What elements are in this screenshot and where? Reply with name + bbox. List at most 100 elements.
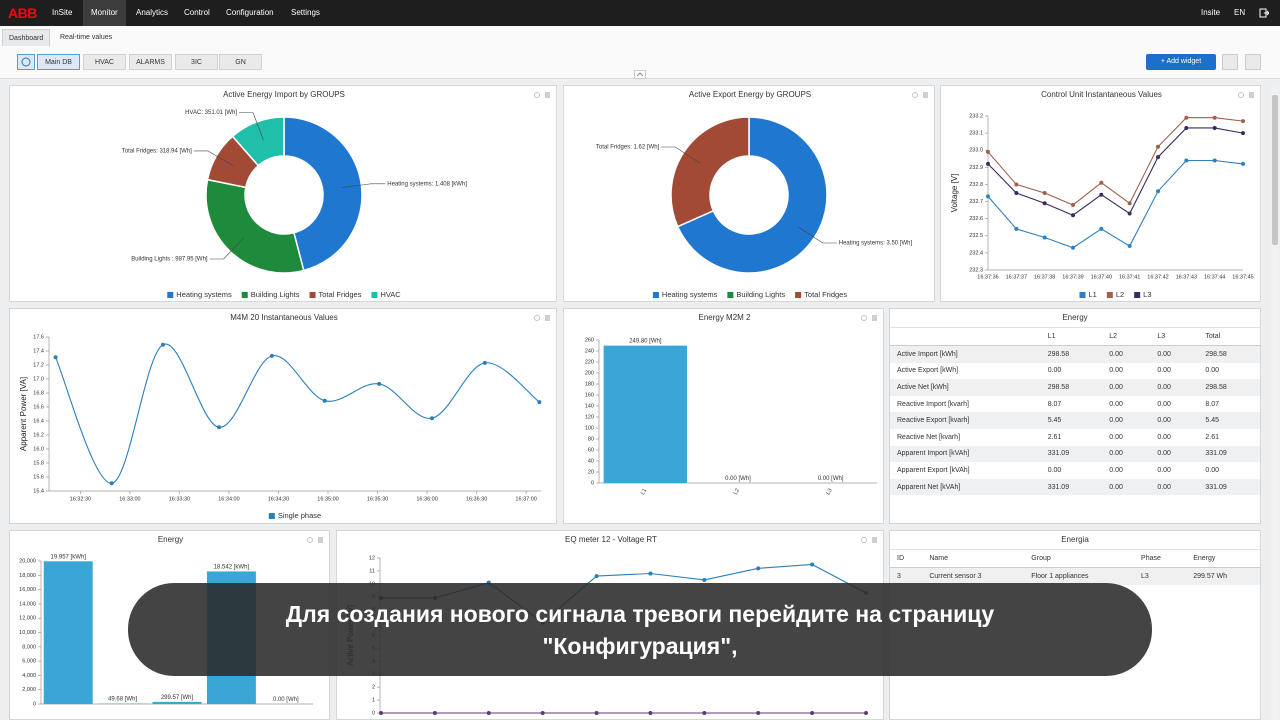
widget-title: Active Energy Import by GROUPS	[223, 90, 345, 99]
y-tick-label: 20,000	[19, 558, 36, 564]
legend-label: Single phase	[278, 511, 321, 520]
dashboard-button[interactable]: HVAC	[83, 54, 126, 70]
dashboard-button[interactable]: 3IC	[175, 54, 218, 70]
table-row: Active Net [kWh] 298.58 0.00 0.00 298.58	[890, 379, 1260, 396]
data-point	[1099, 226, 1104, 231]
series-line	[987, 127, 1244, 216]
table-header-cell: ID	[890, 550, 923, 568]
refresh-button[interactable]	[17, 54, 35, 70]
y-tick-label: 40	[588, 458, 594, 464]
widget-delete-icon[interactable]	[545, 92, 550, 98]
data-label: 249.80 [Wh]	[629, 339, 662, 345]
y-tick-label: 8,000	[22, 644, 36, 650]
table-cell: 0.00	[1102, 445, 1151, 463]
data-point	[648, 571, 653, 576]
scrollbar[interactable]	[1271, 85, 1279, 720]
collapse-toggle[interactable]	[634, 70, 646, 79]
data-point	[756, 566, 761, 571]
tab[interactable]: Real-time values	[60, 34, 113, 41]
settings-button[interactable]	[1222, 54, 1238, 70]
y-tick-label: 1	[372, 698, 375, 704]
language[interactable]: EN	[1234, 8, 1246, 17]
data-point	[1099, 180, 1104, 185]
table-cell: 299.57 Wh	[1186, 567, 1260, 585]
widget-settings-icon[interactable]	[307, 537, 313, 543]
data-label: Total Fridges: 1.62 [Wh]	[596, 145, 660, 151]
data-point	[1014, 191, 1019, 195]
logo[interactable]: ABB	[8, 5, 37, 21]
data-point	[1241, 119, 1245, 124]
menu-item[interactable]: Control	[184, 8, 210, 17]
data-point	[702, 711, 707, 715]
table-header-cell: L2	[1102, 328, 1151, 346]
menu-item[interactable]: Analytics	[136, 8, 169, 17]
data-point	[702, 577, 707, 582]
pie-slice	[231, 116, 285, 167]
widget-settings-icon[interactable]	[861, 537, 867, 543]
y-tick-label: 4,000	[22, 673, 36, 679]
x-tick-label: L2	[733, 488, 741, 496]
table-cell: 3	[890, 567, 923, 585]
data-point	[648, 711, 653, 715]
data-point	[432, 711, 437, 715]
y-tick-label: 100	[585, 425, 594, 431]
y-tick-label: 16,000	[19, 587, 36, 593]
data-point	[1156, 144, 1160, 149]
dashboard-button[interactable]: GN	[219, 54, 262, 70]
widget-delete-icon[interactable]	[1249, 92, 1254, 98]
data-label: Heating systems: 3.50 [Wh]	[839, 241, 913, 247]
pie-slice	[670, 116, 750, 228]
x-tick-label: 16:32:30	[70, 496, 91, 502]
delete-button[interactable]	[1245, 54, 1261, 70]
dashboard-button[interactable]: Main DB	[37, 54, 80, 70]
bar	[152, 701, 202, 704]
data-point	[1184, 158, 1189, 163]
x-tick-label: 16:36:00	[416, 496, 437, 502]
series-line	[987, 159, 1244, 249]
widget-settings-icon[interactable]	[534, 92, 540, 98]
table-header-cell: Name	[922, 550, 1025, 568]
widget-settings-icon[interactable]	[534, 315, 540, 321]
y-tick-label: 2,000	[22, 687, 36, 693]
add-widget-button[interactable]: + Add widget	[1146, 54, 1216, 70]
table-cell: 331.09	[1198, 478, 1260, 496]
widget-settings-icon[interactable]	[1238, 92, 1244, 98]
dashboard-button[interactable]: ALARMS	[129, 54, 172, 70]
table-cell: Reactive Export [kvarh]	[890, 412, 1041, 429]
widget-settings-icon[interactable]	[861, 315, 867, 321]
x-tick-label: 16:37:38	[1034, 274, 1055, 280]
widget-delete-icon[interactable]	[318, 537, 323, 543]
widget: Active Energy Import by GROUPS Heating sy…	[9, 85, 557, 302]
table-cell: 0.00	[1150, 345, 1199, 363]
scroll-thumb[interactable]	[1272, 95, 1278, 245]
logout-icon[interactable]	[1259, 8, 1269, 18]
label-leader	[797, 226, 837, 244]
table-row: Apparent Import [kVAh] 331.09 0.00 0.00 331.…	[890, 445, 1260, 463]
app-name[interactable]: InSite	[52, 8, 73, 17]
menu-item[interactable]: Settings	[291, 8, 320, 17]
bar	[603, 345, 688, 483]
x-tick-label: L3	[825, 488, 833, 496]
tab[interactable]: Dashboard	[2, 29, 51, 47]
add-widget-label[interactable]: Add widget	[1166, 58, 1202, 65]
y-axis-label: Apparent Power [VA]	[19, 377, 28, 451]
y-tick-label: 15.8	[33, 460, 44, 466]
x-tick-label: 16:37:36	[977, 274, 998, 280]
table-cell: Active Export [kWh]	[897, 367, 959, 375]
menu-item[interactable]: Monitor	[83, 0, 126, 26]
y-tick-label: 60	[588, 447, 594, 453]
data-point	[1241, 161, 1245, 166]
x-tick-label: 16:33:00	[119, 496, 140, 502]
widget-settings-icon[interactable]	[912, 92, 918, 98]
user-name[interactable]: Insite	[1201, 8, 1221, 17]
widget-delete-icon[interactable]	[872, 537, 877, 543]
widget-delete-icon[interactable]	[545, 315, 550, 321]
label-leader	[661, 146, 701, 164]
legend: L1 L2 L3	[1079, 290, 1152, 299]
widget-delete-icon[interactable]	[872, 315, 877, 321]
menu-item[interactable]: Configuration	[226, 8, 274, 17]
table-cell: 298.58	[1198, 379, 1260, 396]
table-cell: Apparent Net [kVAh]	[890, 478, 1041, 496]
widget-delete-icon[interactable]	[923, 92, 928, 98]
data-point	[377, 381, 382, 386]
